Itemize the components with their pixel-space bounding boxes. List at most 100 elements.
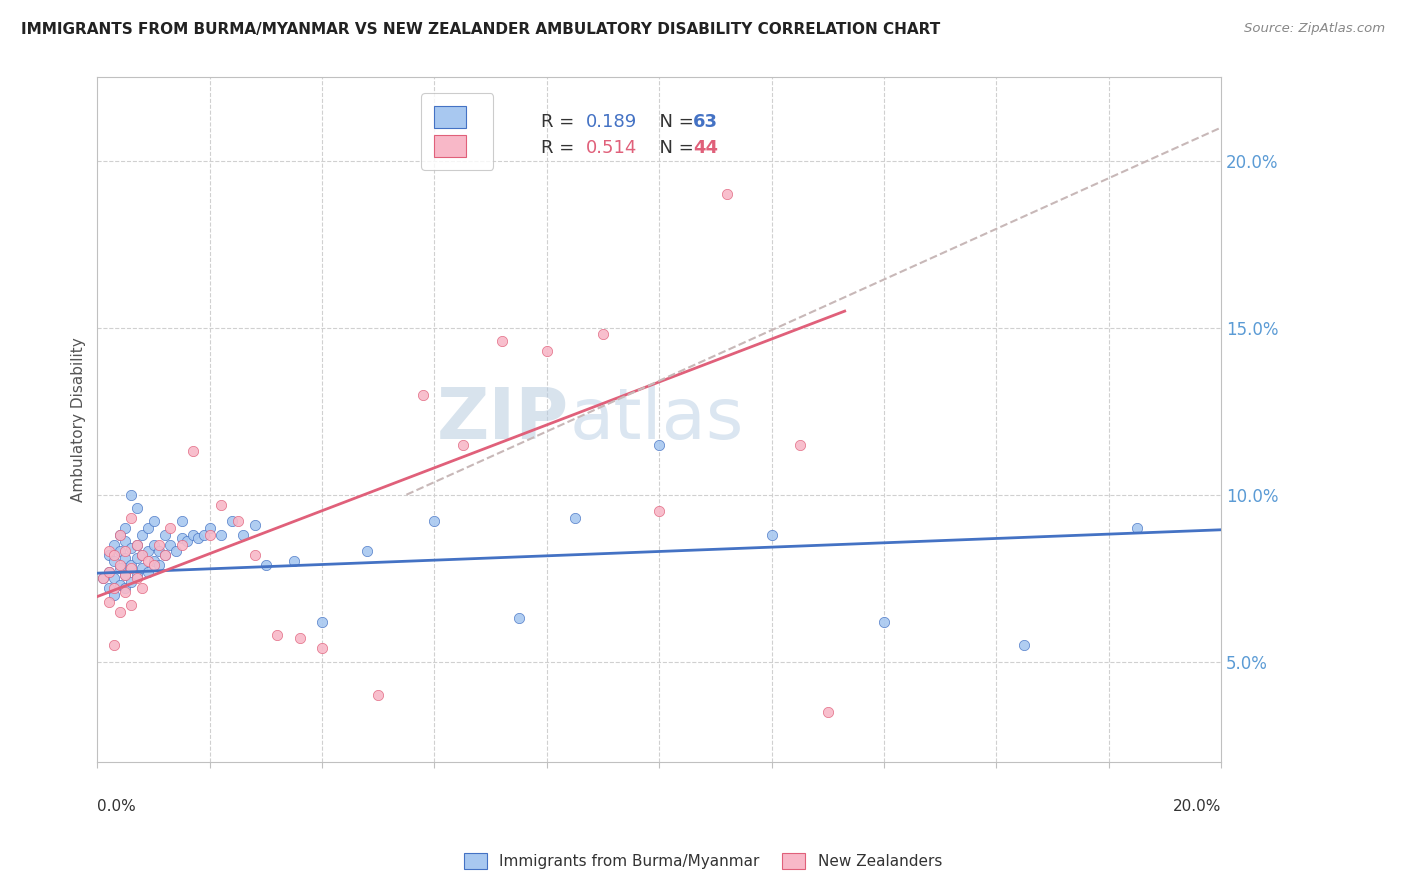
Point — [120, 561, 142, 575]
Point — [165, 544, 187, 558]
Point — [170, 531, 193, 545]
Point — [142, 538, 165, 552]
Point — [153, 528, 176, 542]
Point — [142, 554, 165, 568]
Point — [114, 581, 136, 595]
Point — [159, 538, 181, 552]
Point — [125, 538, 148, 552]
Text: atlas: atlas — [569, 385, 744, 454]
Point — [311, 641, 333, 656]
Text: R =: R = — [541, 113, 581, 131]
Text: R =: R = — [541, 139, 581, 157]
Point — [193, 528, 215, 542]
Text: 44: 44 — [693, 139, 718, 157]
Point — [311, 615, 333, 629]
Point — [873, 615, 896, 629]
Point — [136, 521, 159, 535]
Point — [103, 581, 125, 595]
Point — [114, 567, 136, 582]
Point — [136, 554, 159, 568]
Point — [131, 548, 153, 562]
Point — [97, 581, 120, 595]
Point — [125, 501, 148, 516]
Point — [91, 571, 114, 585]
Point — [367, 688, 389, 702]
Point — [114, 584, 136, 599]
Point — [114, 521, 136, 535]
Point — [176, 534, 198, 549]
Point — [159, 521, 181, 535]
Point — [103, 571, 125, 585]
Point — [114, 544, 136, 558]
Point — [120, 541, 142, 556]
Point — [451, 437, 474, 451]
Text: 0.514: 0.514 — [586, 139, 637, 157]
Point — [136, 544, 159, 558]
Text: 63: 63 — [693, 113, 718, 131]
Point — [114, 567, 136, 582]
Text: 0.0%: 0.0% — [97, 799, 136, 814]
Point — [288, 632, 311, 646]
Point — [254, 558, 277, 572]
Point — [108, 561, 131, 575]
Point — [648, 504, 671, 518]
Point — [97, 594, 120, 608]
Point — [136, 565, 159, 579]
Point — [108, 528, 131, 542]
Point — [198, 521, 221, 535]
Point — [120, 598, 142, 612]
Point — [412, 387, 434, 401]
Text: N =: N = — [648, 113, 700, 131]
Legend: Immigrants from Burma/Myanmar, New Zealanders: Immigrants from Burma/Myanmar, New Zeala… — [458, 847, 948, 875]
Point — [243, 548, 266, 562]
Point — [592, 327, 614, 342]
Point — [114, 551, 136, 566]
Point — [103, 554, 125, 568]
Point — [423, 515, 446, 529]
Point — [564, 511, 586, 525]
Point — [103, 548, 125, 562]
Point — [91, 571, 114, 585]
Legend: , : , — [420, 94, 494, 169]
Text: IMMIGRANTS FROM BURMA/MYANMAR VS NEW ZEALANDER AMBULATORY DISABILITY CORRELATION: IMMIGRANTS FROM BURMA/MYANMAR VS NEW ZEA… — [21, 22, 941, 37]
Text: 0.189: 0.189 — [586, 113, 637, 131]
Point — [508, 611, 530, 625]
Point — [283, 554, 305, 568]
Point — [97, 565, 120, 579]
Point — [103, 638, 125, 652]
Point — [266, 628, 288, 642]
Point — [356, 544, 378, 558]
Point — [114, 534, 136, 549]
Point — [209, 498, 232, 512]
Point — [120, 574, 142, 589]
Point — [148, 538, 170, 552]
Point — [536, 344, 558, 359]
Point — [97, 544, 120, 558]
Point — [108, 558, 131, 572]
Point — [125, 538, 148, 552]
Point — [491, 334, 513, 348]
Point — [789, 437, 811, 451]
Point — [1014, 638, 1036, 652]
Point — [761, 528, 783, 542]
Point — [243, 517, 266, 532]
Point — [187, 531, 209, 545]
Point — [142, 558, 165, 572]
Point — [120, 488, 142, 502]
Point — [125, 567, 148, 582]
Point — [131, 581, 153, 595]
Point — [817, 705, 839, 719]
Point — [125, 551, 148, 566]
Point — [120, 511, 142, 525]
Point — [131, 548, 153, 562]
Point — [108, 605, 131, 619]
Point — [108, 578, 131, 592]
Text: Source: ZipAtlas.com: Source: ZipAtlas.com — [1244, 22, 1385, 36]
Point — [103, 538, 125, 552]
Point — [153, 548, 176, 562]
Point — [648, 437, 671, 451]
Point — [97, 548, 120, 562]
Point — [103, 588, 125, 602]
Point — [108, 528, 131, 542]
Point — [120, 558, 142, 572]
